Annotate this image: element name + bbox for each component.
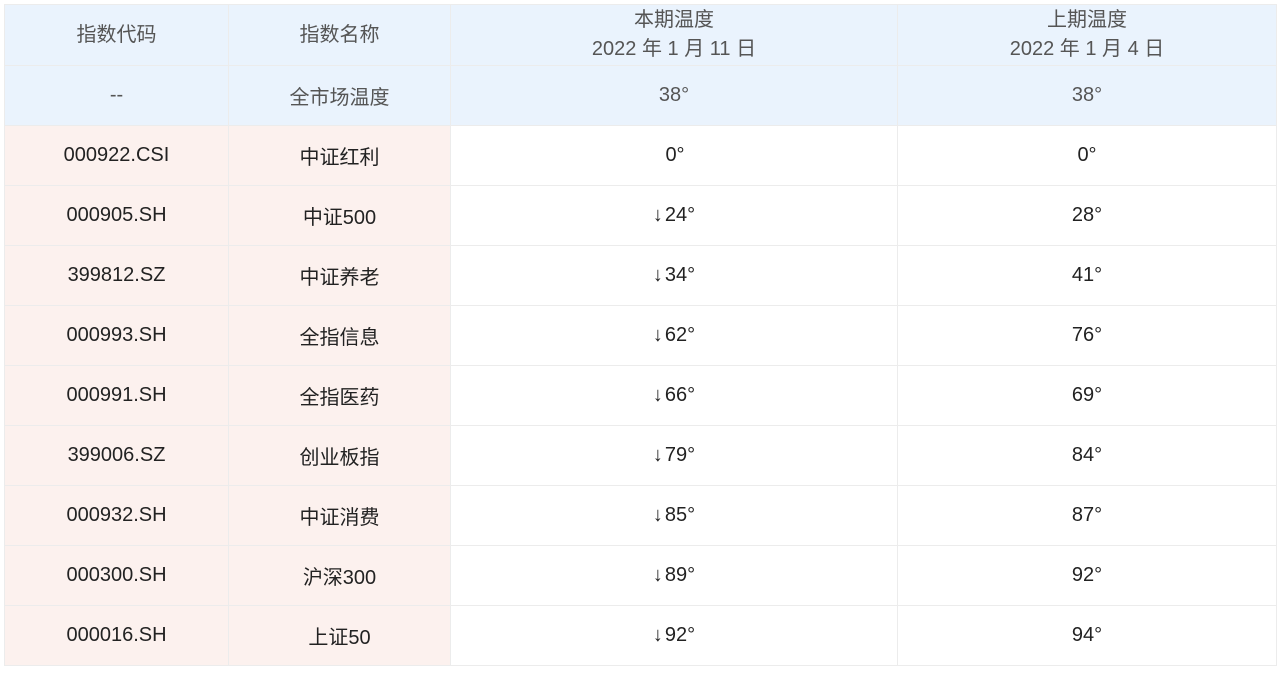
index-temperature-table: 指数代码 指数名称 本期温度 2022 年 1 月 11 日 上期温度 2022 年… xyxy=(4,4,1277,666)
previous-temperature: 84° xyxy=(897,425,1277,486)
down-arrow-icon: ↓ xyxy=(652,564,663,586)
down-arrow-icon: ↓ xyxy=(652,504,663,526)
previous-temperature: 94° xyxy=(897,605,1277,666)
previous-temperature: 69° xyxy=(897,365,1277,426)
down-arrow-icon: ↓ xyxy=(652,204,663,226)
current-temperature: ↓ 66° xyxy=(450,365,898,426)
previous-temperature: 92° xyxy=(897,545,1277,606)
index-name: 全指信息 xyxy=(228,305,451,366)
down-arrow-icon: ↓ xyxy=(652,324,663,346)
header-name: 指数名称 xyxy=(228,4,451,66)
market-row: -- 全市场温度 38° 38° xyxy=(4,65,1277,126)
table-row: 000991.SH 全指医药 ↓ 66° 69° xyxy=(4,365,1277,426)
table-row: 000905.SH 中证500 ↓ 24° 28° xyxy=(4,185,1277,246)
table-row: 399006.SZ 创业板指 ↓ 79° 84° xyxy=(4,425,1277,486)
index-code: 000016.SH xyxy=(4,605,229,666)
market-name: 全市场温度 xyxy=(228,65,451,126)
market-code: -- xyxy=(4,65,229,126)
previous-temperature: 87° xyxy=(897,485,1277,546)
current-value: 62° xyxy=(664,324,696,346)
current-temperature: ↓ 24° xyxy=(450,185,898,246)
header-row: 指数代码 指数名称 本期温度 2022 年 1 月 11 日 上期温度 2022 年… xyxy=(4,4,1277,66)
index-name: 中证红利 xyxy=(228,125,451,186)
index-name: 中证消费 xyxy=(228,485,451,546)
index-code: 000993.SH xyxy=(4,305,229,366)
header-current: 本期温度 2022 年 1 月 11 日 xyxy=(450,4,898,66)
current-temperature: ↓ 85° xyxy=(450,485,898,546)
down-arrow-icon: ↓ xyxy=(652,384,663,406)
current-value: 85° xyxy=(664,504,696,526)
index-code: 000300.SH xyxy=(4,545,229,606)
header-current-label: 本期温度 xyxy=(634,9,714,31)
table-row: 000993.SH 全指信息 ↓ 62° 76° xyxy=(4,305,1277,366)
current-temperature: ↓ 62° xyxy=(450,305,898,366)
header-previous-label: 上期温度 xyxy=(1047,9,1127,31)
market-previous: 38° xyxy=(897,65,1277,126)
current-temperature: ↓ 79° xyxy=(450,425,898,486)
current-value: 79° xyxy=(664,444,696,466)
current-value: 24° xyxy=(664,204,696,226)
index-name: 上证50 xyxy=(228,605,451,666)
current-temperature: 0° xyxy=(450,125,898,186)
header-previous: 上期温度 2022 年 1 月 4 日 xyxy=(897,4,1277,66)
current-temperature: ↓ 92° xyxy=(450,605,898,666)
index-code: 399812.SZ xyxy=(4,245,229,306)
market-current: 38° xyxy=(450,65,898,126)
previous-temperature: 76° xyxy=(897,305,1277,366)
table-row: 000300.SH 沪深300 ↓ 89° 92° xyxy=(4,545,1277,606)
current-value: 34° xyxy=(664,264,696,286)
index-name: 中证500 xyxy=(228,185,451,246)
index-code: 000932.SH xyxy=(4,485,229,546)
table-row: 000922.CSI 中证红利 0° 0° xyxy=(4,125,1277,186)
index-code: 000905.SH xyxy=(4,185,229,246)
current-value: 0° xyxy=(665,144,685,166)
index-code: 399006.SZ xyxy=(4,425,229,486)
index-name: 全指医药 xyxy=(228,365,451,426)
current-temperature: ↓ 89° xyxy=(450,545,898,606)
table-row: 399812.SZ 中证养老 ↓ 34° 41° xyxy=(4,245,1277,306)
index-name: 创业板指 xyxy=(228,425,451,486)
index-code: 000922.CSI xyxy=(4,125,229,186)
previous-temperature: 41° xyxy=(897,245,1277,306)
header-current-date: 2022 年 1 月 11 日 xyxy=(591,38,757,60)
header-code: 指数代码 xyxy=(4,4,229,66)
header-previous-date: 2022 年 1 月 4 日 xyxy=(1009,38,1165,60)
previous-temperature: 28° xyxy=(897,185,1277,246)
current-value: 92° xyxy=(664,624,696,646)
current-value: 66° xyxy=(664,384,696,406)
current-value: 89° xyxy=(664,564,696,586)
down-arrow-icon: ↓ xyxy=(652,624,663,646)
previous-temperature: 0° xyxy=(897,125,1277,186)
index-name: 中证养老 xyxy=(228,245,451,306)
current-temperature: ↓ 34° xyxy=(450,245,898,306)
index-code: 000991.SH xyxy=(4,365,229,426)
down-arrow-icon: ↓ xyxy=(652,444,663,466)
index-name: 沪深300 xyxy=(228,545,451,606)
table-row: 000932.SH 中证消费 ↓ 85° 87° xyxy=(4,485,1277,546)
table-row: 000016.SH 上证50 ↓ 92° 94° xyxy=(4,605,1277,666)
down-arrow-icon: ↓ xyxy=(652,264,663,286)
